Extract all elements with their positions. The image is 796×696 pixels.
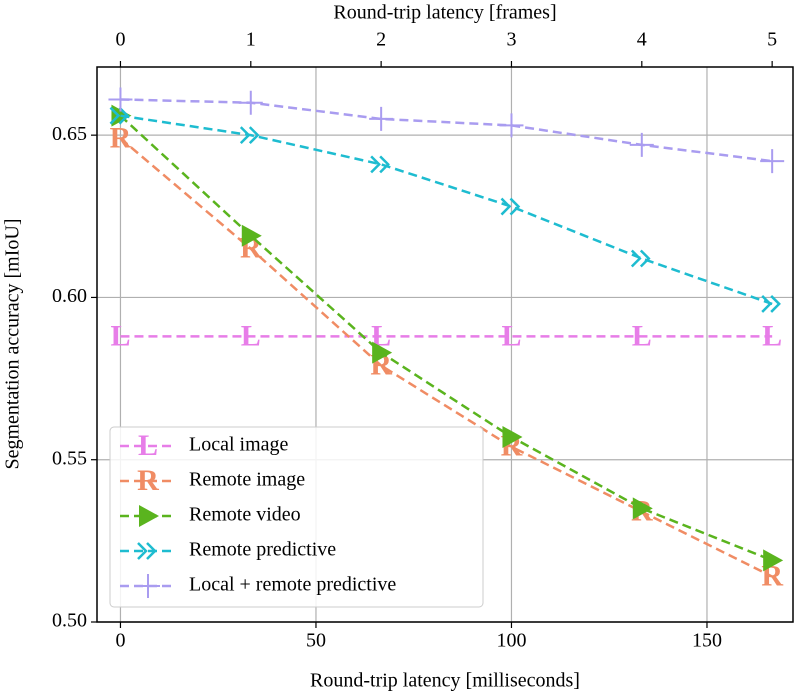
series-line xyxy=(120,114,773,306)
x-tick-label: 150 xyxy=(692,630,722,652)
marker: L xyxy=(138,429,158,462)
marker: L xyxy=(110,319,130,352)
series-line xyxy=(119,114,773,562)
legend-label: Local + remote predictive xyxy=(189,574,396,596)
marker: L xyxy=(241,319,261,352)
y-tick-label: 0.60 xyxy=(52,285,87,307)
marker xyxy=(239,126,260,145)
marker xyxy=(139,505,159,527)
marker: L xyxy=(762,319,782,352)
marker xyxy=(372,341,393,364)
top-axis-label: Round-trip latency [frames] xyxy=(333,2,556,24)
marker xyxy=(760,149,785,174)
x-axis-label: Round-trip latency [milliseconds] xyxy=(310,670,580,692)
marker: L xyxy=(501,319,521,352)
marker xyxy=(238,90,263,115)
top-tick-label: 3 xyxy=(506,29,516,51)
y-tick-label: 0.65 xyxy=(52,123,87,145)
x-tick-label: 0 xyxy=(115,630,125,652)
plot-frame xyxy=(96,66,794,623)
y-tick-label: 0.50 xyxy=(52,610,87,632)
top-tick-label: 2 xyxy=(376,29,386,51)
marker xyxy=(108,87,133,112)
series-line xyxy=(120,98,773,163)
marker xyxy=(502,426,523,448)
top-tick-label: 0 xyxy=(115,29,125,51)
marker xyxy=(109,106,130,125)
marker: R xyxy=(110,121,132,154)
legend-label: Remote video xyxy=(189,504,301,526)
marker xyxy=(369,106,394,131)
marker xyxy=(136,574,160,598)
legend-label: Remote image xyxy=(189,469,305,491)
x-tick-label: 100 xyxy=(496,630,526,652)
x-tick-label: 50 xyxy=(306,630,326,652)
marker xyxy=(499,113,524,138)
top-tick-label: 1 xyxy=(246,29,256,51)
legend: L Local image R Remote image Remote video Rem… xyxy=(109,426,484,608)
top-tick-label: 5 xyxy=(767,29,777,51)
legend-label: Remote predictive xyxy=(189,539,336,561)
marker xyxy=(500,197,521,216)
marker xyxy=(241,224,262,247)
marker xyxy=(632,497,653,520)
marker xyxy=(137,542,157,560)
legend-label: Local image xyxy=(189,434,289,456)
series-line xyxy=(119,137,773,578)
marker: R xyxy=(137,464,159,497)
marker xyxy=(630,249,651,268)
marker xyxy=(370,155,390,174)
y-axis-label: Segmentation accuracy [mIoU] xyxy=(2,218,24,469)
top-tick-label: 4 xyxy=(637,29,647,51)
marker xyxy=(629,132,654,157)
marker: L xyxy=(632,319,652,352)
marker xyxy=(761,295,781,313)
y-tick-label: 0.55 xyxy=(52,447,87,469)
marker xyxy=(763,549,784,572)
legend-box xyxy=(109,426,484,608)
